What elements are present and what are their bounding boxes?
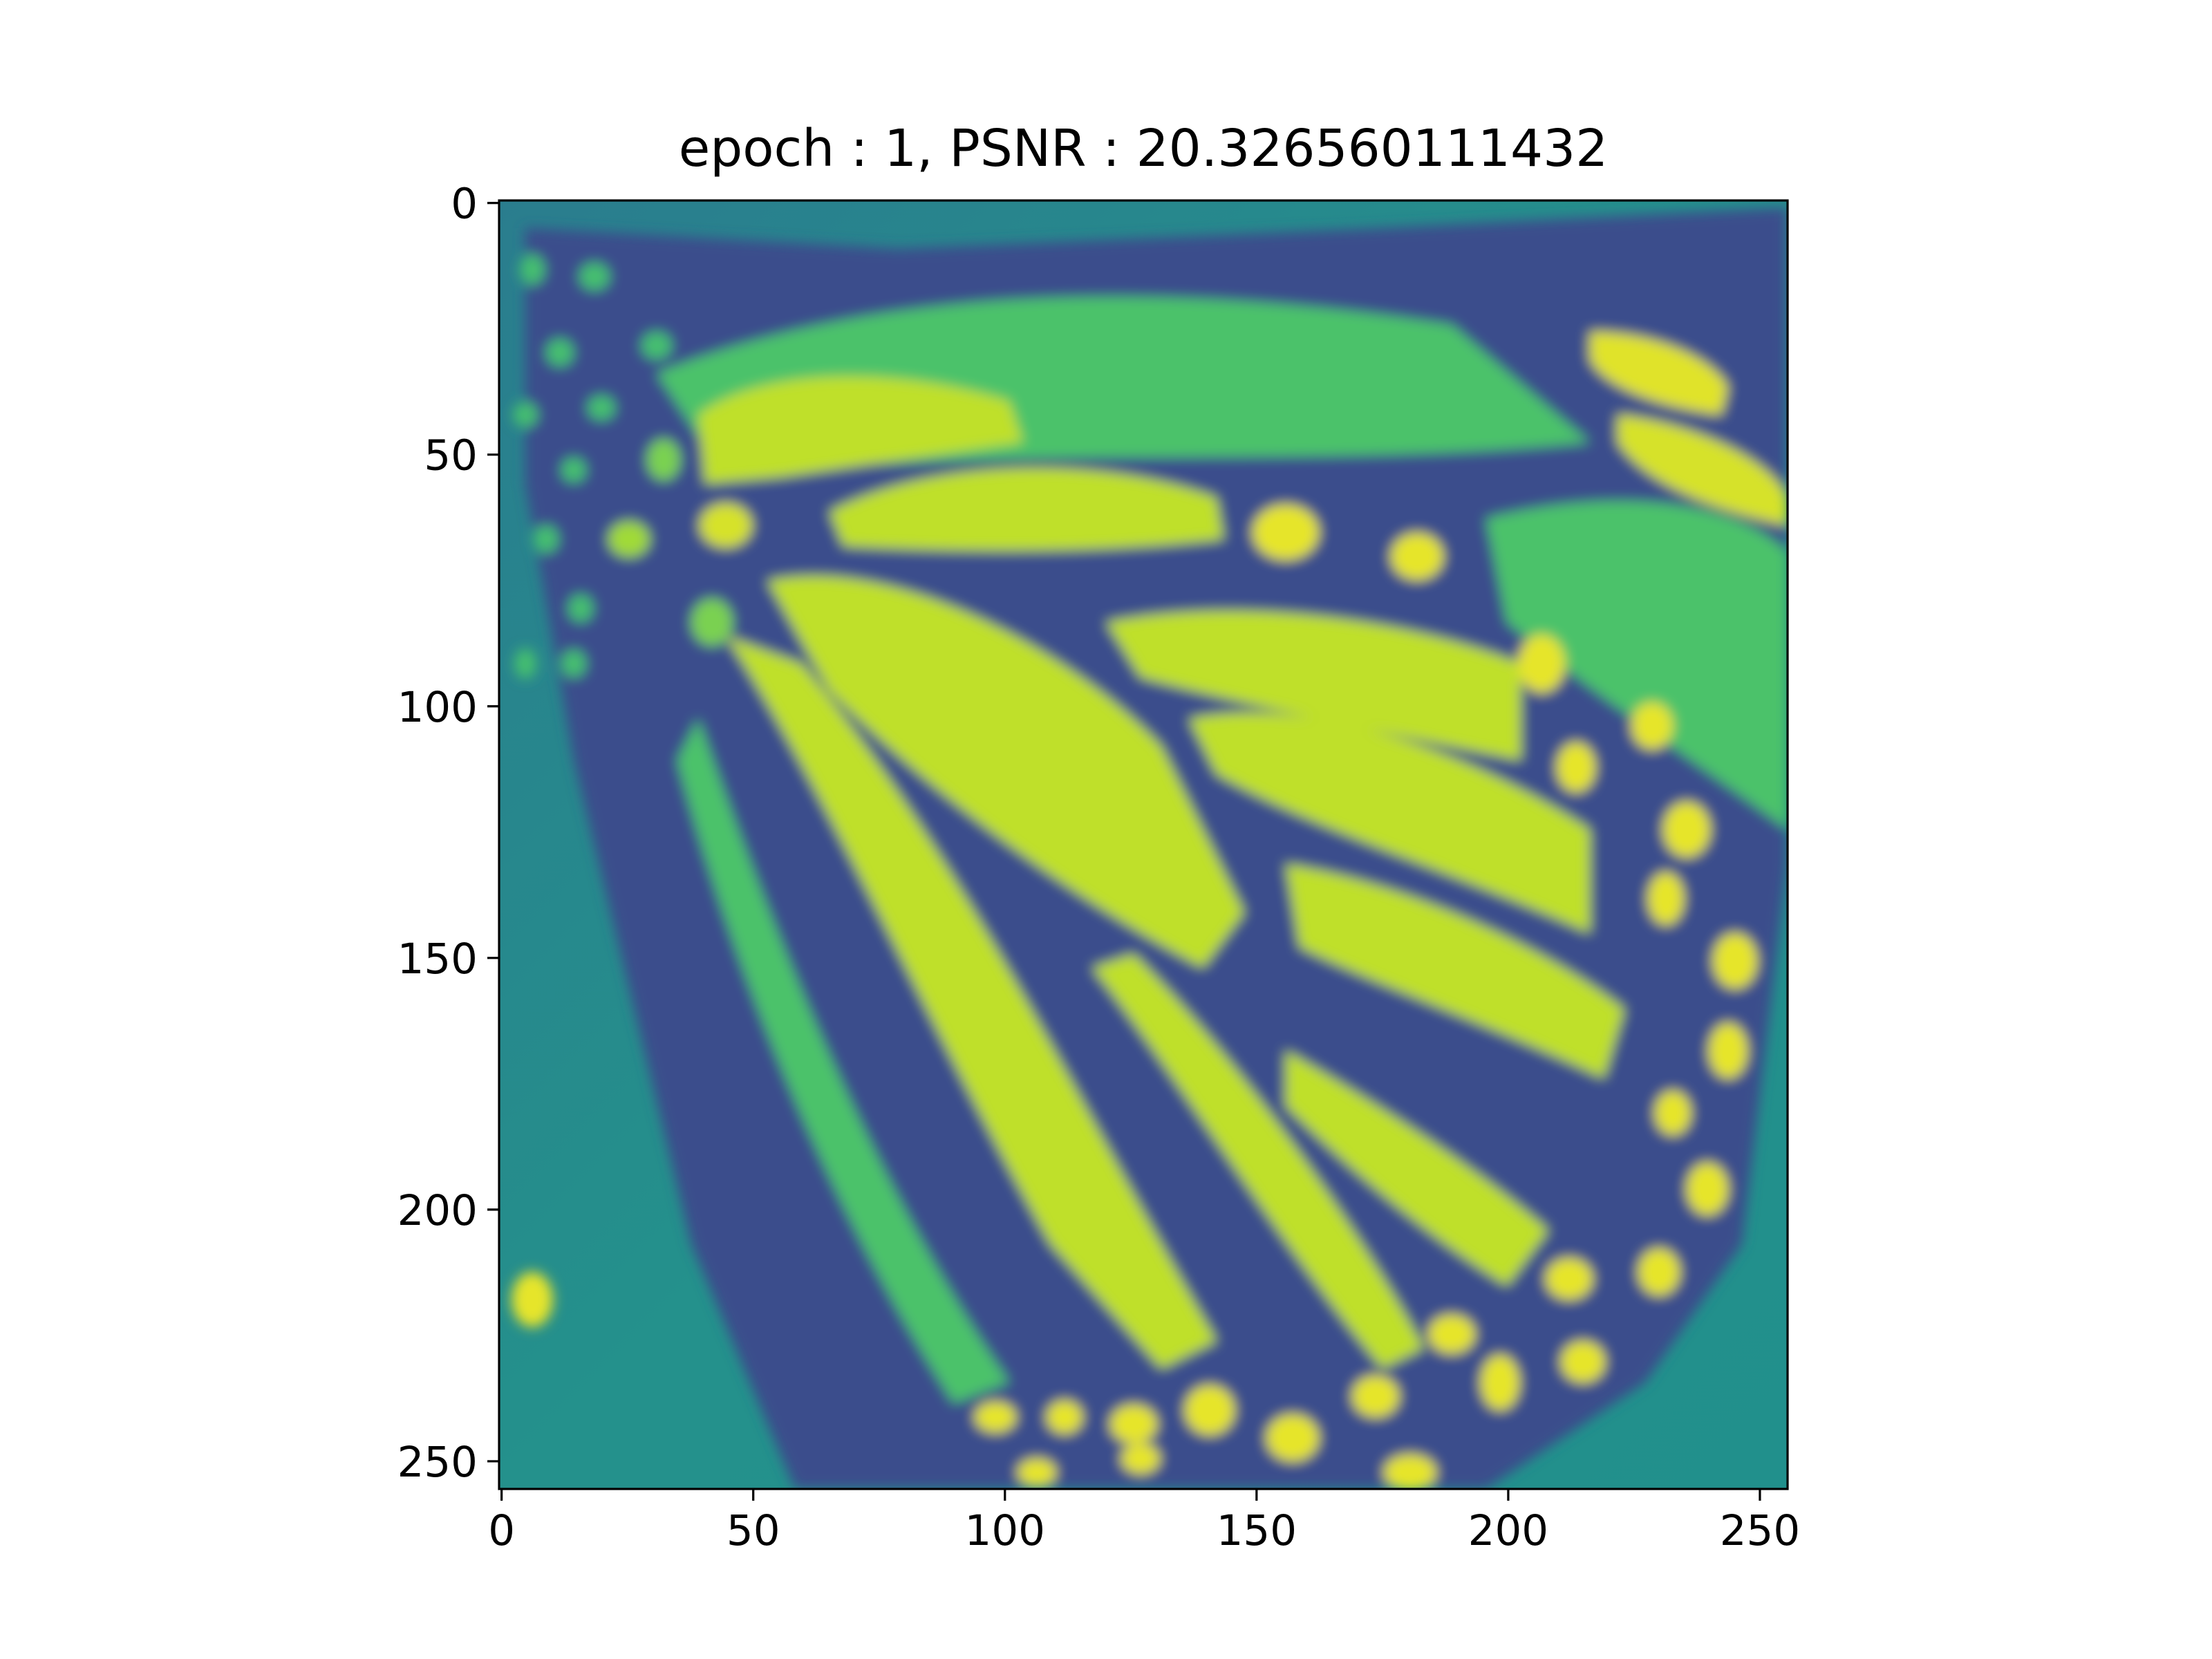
wing-spot-26	[512, 1272, 553, 1327]
wing-spot-11	[1687, 1163, 1728, 1215]
wing-spot-10	[1655, 1091, 1691, 1135]
body-spot-13	[691, 599, 733, 646]
y-tick-label: 100	[397, 683, 478, 732]
body-spot-15	[561, 650, 586, 677]
chart-title: epoch : 1, PSNR : 20.326560111432	[679, 119, 1608, 178]
wing-spot-6	[1663, 802, 1710, 857]
wing-spot-22	[1047, 1400, 1082, 1434]
x-tick-label: 0	[488, 1506, 515, 1555]
wing-cell-9	[1092, 954, 1424, 1369]
wing-cell-10	[1286, 1051, 1548, 1286]
x-tick-label: 100	[965, 1506, 1045, 1555]
wing-cell-8	[726, 636, 1217, 1369]
body-spot-10	[700, 503, 752, 547]
wing-cell-1	[698, 376, 1023, 484]
x-tick-label: 250	[1720, 1506, 1800, 1555]
y-tick-label: 50	[424, 431, 478, 480]
y-tick-label: 200	[397, 1186, 478, 1235]
wing-spot-21	[1110, 1405, 1157, 1443]
wing-cell-4	[1106, 610, 1521, 760]
wing-spot-13	[1546, 1258, 1593, 1300]
body-spot-8	[647, 439, 680, 480]
plot-frame	[498, 199, 1789, 1490]
y-axis: 0 50 100 150 200 250	[397, 180, 499, 1487]
wing-spot-12	[1638, 1248, 1680, 1295]
body-spot-4	[641, 332, 672, 359]
x-tick-label: 50	[727, 1506, 780, 1555]
wing-spot-7	[1648, 872, 1684, 925]
wing-spot-23	[975, 1402, 1016, 1432]
wing-spot-14	[1561, 1341, 1605, 1382]
wing-spot-16	[1428, 1315, 1475, 1353]
body-spot-12	[568, 594, 593, 622]
wing-spot-1	[1253, 505, 1319, 560]
wing-spot-9	[1709, 1023, 1747, 1078]
wing-spot-2	[1391, 533, 1443, 580]
body-spot-6	[513, 402, 538, 427]
body-spot-1	[520, 254, 545, 285]
body-spot-3	[546, 339, 574, 366]
body-spot-5	[588, 395, 615, 420]
heatmap-image	[499, 200, 1788, 1489]
body-spot-7	[561, 458, 586, 482]
y-tick-label: 0	[451, 180, 478, 229]
wing-spot-17	[1352, 1376, 1399, 1417]
y-tick-label: 150	[397, 935, 478, 984]
wing-spot-20	[1185, 1385, 1235, 1435]
wing-spot-24	[1018, 1459, 1056, 1486]
wing-cell-12	[1618, 415, 1788, 525]
wing-spot-4	[1557, 742, 1595, 792]
wing-cell-7	[677, 719, 1009, 1403]
x-tick-label: 200	[1468, 1506, 1548, 1555]
y-tick-label: 250	[397, 1438, 478, 1487]
wing-cell-5	[1189, 712, 1590, 933]
wing-cell-11	[1590, 332, 1728, 415]
wing-cell-3	[767, 576, 1244, 968]
x-tick-label: 150	[1217, 1506, 1297, 1555]
x-axis: 0 50 100 150 200 250	[488, 1489, 1800, 1555]
wing-spot-25	[1121, 1443, 1160, 1474]
body-spot-14	[514, 648, 536, 679]
wing-cell-6	[1286, 864, 1624, 1078]
body-spot-11	[534, 525, 559, 553]
body-spot-9	[608, 521, 650, 557]
wing-spot-3	[1518, 635, 1565, 693]
body-spot-2	[579, 263, 610, 290]
wing-spot-18	[1384, 1454, 1436, 1489]
wing-spot-8	[1713, 933, 1757, 988]
wing-spot-15	[1481, 1355, 1519, 1410]
wing-right-green-band	[1486, 501, 1788, 830]
wing-cell-2	[830, 468, 1224, 551]
wing-spot-19	[1266, 1414, 1319, 1461]
wing-spot-5	[1631, 702, 1673, 749]
